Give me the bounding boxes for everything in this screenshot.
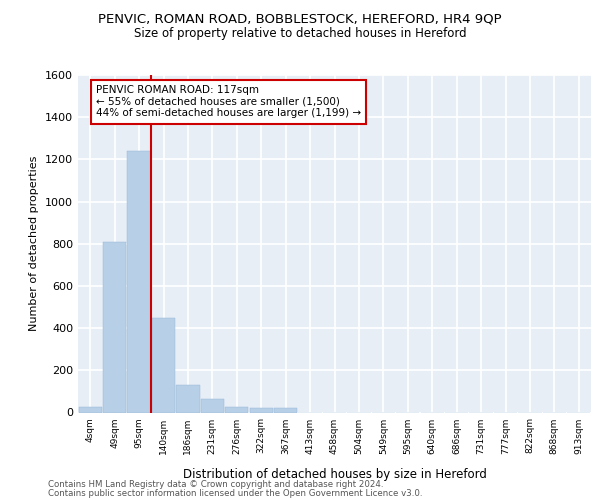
Bar: [250, 408, 273, 412]
Bar: [103, 242, 126, 412]
Text: Size of property relative to detached houses in Hereford: Size of property relative to detached ho…: [134, 28, 466, 40]
Bar: [225, 407, 248, 412]
Bar: [176, 385, 200, 412]
Bar: [152, 318, 175, 412]
Bar: [127, 151, 151, 412]
Text: PENVIC, ROMAN ROAD, BOBBLESTOCK, HEREFORD, HR4 9QP: PENVIC, ROMAN ROAD, BOBBLESTOCK, HEREFOR…: [98, 12, 502, 26]
Text: PENVIC ROMAN ROAD: 117sqm
← 55% of detached houses are smaller (1,500)
44% of se: PENVIC ROMAN ROAD: 117sqm ← 55% of detac…: [96, 85, 361, 118]
Bar: [201, 399, 224, 412]
Text: Contains HM Land Registry data © Crown copyright and database right 2024.: Contains HM Land Registry data © Crown c…: [48, 480, 383, 489]
Bar: [274, 408, 297, 412]
Y-axis label: Number of detached properties: Number of detached properties: [29, 156, 40, 332]
X-axis label: Distribution of detached houses by size in Hereford: Distribution of detached houses by size …: [182, 468, 487, 480]
Text: Contains public sector information licensed under the Open Government Licence v3: Contains public sector information licen…: [48, 488, 422, 498]
Bar: [79, 407, 102, 412]
